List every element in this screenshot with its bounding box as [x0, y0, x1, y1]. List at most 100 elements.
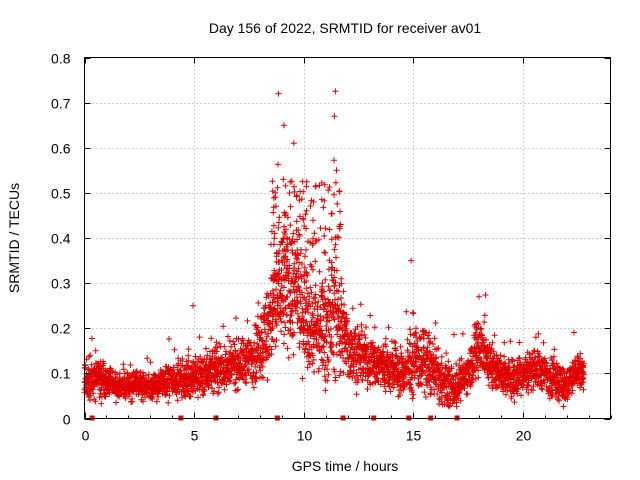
data-point: [577, 350, 584, 357]
data-point: [311, 369, 318, 375]
data-point: [426, 365, 433, 372]
data-point: [147, 359, 154, 366]
data-point: [277, 241, 284, 248]
data-point: [413, 325, 419, 332]
data-point: [332, 234, 339, 241]
data-point: [328, 210, 335, 217]
data-point: [426, 340, 433, 346]
data-point: [113, 399, 120, 406]
data-point: [281, 212, 288, 219]
data-point: [577, 382, 584, 389]
data-point: [318, 179, 325, 186]
data-point: [215, 389, 222, 396]
data-point: [220, 367, 227, 374]
data-point: [550, 361, 557, 368]
data-point: [291, 183, 297, 190]
x-tick-label: 10: [297, 428, 313, 444]
data-point: [310, 341, 317, 348]
data-point: [102, 393, 109, 400]
data-point: [338, 295, 344, 301]
data-point: [144, 355, 151, 362]
data-point: [304, 272, 311, 279]
data-point: [312, 282, 319, 289]
data-point: [235, 353, 241, 360]
data-point: [86, 353, 92, 360]
data-point: [475, 374, 482, 381]
data-point: [333, 267, 340, 274]
data-point: [269, 188, 276, 195]
data-point: [281, 253, 288, 260]
data-point: [332, 374, 339, 381]
data-point: [287, 178, 294, 185]
data-point: [310, 217, 316, 224]
data-point: [287, 222, 294, 229]
data-point: [331, 368, 338, 375]
data-point: [226, 337, 233, 344]
data-point: [300, 215, 307, 222]
data-point: [514, 385, 521, 392]
data-point: [270, 204, 277, 211]
data-point: [322, 333, 329, 339]
data-point: [302, 253, 308, 260]
data-point: [309, 240, 316, 247]
data-point: [391, 338, 398, 345]
data-point: [242, 362, 249, 369]
data-point: [307, 261, 314, 268]
data-point: [230, 352, 237, 359]
data-point: [245, 366, 252, 372]
data-point: [541, 355, 548, 362]
data-point: [293, 294, 300, 301]
data-point: [529, 387, 536, 394]
data-point: [293, 218, 300, 225]
data-point: [237, 357, 244, 364]
data-point: [231, 380, 238, 387]
data-point: [227, 377, 234, 384]
data-point: [270, 222, 277, 229]
data-point: [88, 361, 95, 368]
data-point: [303, 278, 310, 284]
data-point: [293, 193, 300, 200]
data-point: [215, 364, 222, 370]
data-point: [249, 379, 256, 386]
data-point: [406, 340, 413, 347]
data-point: [233, 387, 240, 394]
data-point: [333, 167, 340, 174]
data-point: [277, 274, 284, 281]
data-point: [448, 363, 455, 370]
data-point: [335, 315, 342, 322]
x-tick-label: 5: [191, 428, 199, 444]
data-point: [556, 397, 563, 404]
data-point: [382, 335, 389, 342]
data-point: [450, 397, 457, 404]
data-point: [291, 267, 298, 274]
data-point: [282, 231, 289, 237]
data-point: [316, 268, 323, 275]
data-point: [580, 364, 587, 371]
data-point: [333, 254, 339, 261]
data-point: [453, 360, 460, 367]
data-point: [549, 357, 556, 363]
data-point: [543, 359, 549, 366]
data-point: [200, 386, 207, 393]
data-point: [140, 398, 147, 405]
data-point: [331, 113, 338, 120]
data-point: [120, 366, 127, 373]
data-point: [196, 334, 203, 341]
data-point: [265, 330, 272, 337]
data-point: [326, 226, 333, 233]
data-point: [474, 320, 481, 327]
data-point: [228, 371, 235, 378]
data-point: [307, 203, 314, 209]
data-point: [280, 176, 287, 183]
data-point: [269, 287, 276, 294]
data-point: [292, 273, 299, 280]
data-point: [270, 312, 277, 319]
data-point: [426, 329, 433, 336]
data-point: [412, 359, 419, 366]
data-point: [293, 304, 300, 311]
data-point: [435, 345, 442, 352]
data-point: [340, 369, 347, 376]
data-point: [228, 343, 235, 350]
data-point: [560, 403, 567, 410]
data-point: [291, 188, 298, 195]
